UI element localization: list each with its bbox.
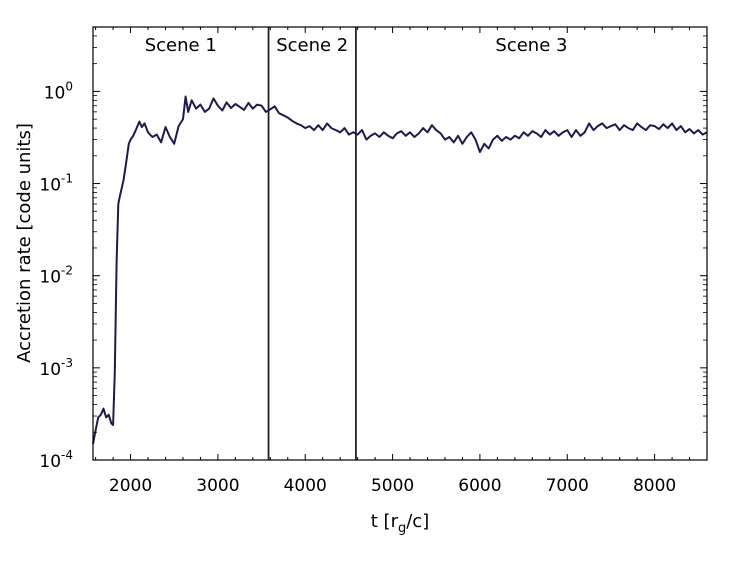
scene-label-1: Scene 1 [145, 35, 217, 56]
y-tick-label: 10-3 [39, 356, 73, 380]
scene-labels: Scene 1 Scene 2 Scene 3 [145, 35, 568, 56]
scene-label-2: Scene 2 [276, 35, 348, 56]
x-tick-label: 5000 [371, 476, 414, 496]
y-axis-label: Accretion rate [code units] [14, 123, 35, 363]
x-tick-label: 7000 [546, 476, 589, 496]
y-tick-label: 10-1 [39, 172, 73, 196]
y-tick-label: 100 [44, 79, 73, 103]
x-tick-label: 6000 [458, 476, 501, 496]
x-tick-label: 3000 [196, 476, 239, 496]
series-line-1 [92, 95, 708, 444]
y-tick-label: 10-2 [39, 264, 73, 288]
x-tick-label: 8000 [633, 476, 676, 496]
plot-frame [92, 26, 708, 461]
scene-label-3: Scene 3 [495, 35, 567, 56]
plot-border [92, 26, 708, 461]
series-lines [92, 27, 708, 460]
tick-labels: 2000 3000 4000 5000 6000 7000 8000 10-4 10-3 10-2… [39, 79, 676, 496]
x-tick-label: 2000 [109, 476, 152, 496]
axis-ticks [93, 26, 707, 461]
y-tick-label: 10-4 [39, 448, 73, 472]
x-tick-label: 4000 [284, 476, 327, 496]
x-axis-label: t [rg/c] [371, 511, 429, 536]
